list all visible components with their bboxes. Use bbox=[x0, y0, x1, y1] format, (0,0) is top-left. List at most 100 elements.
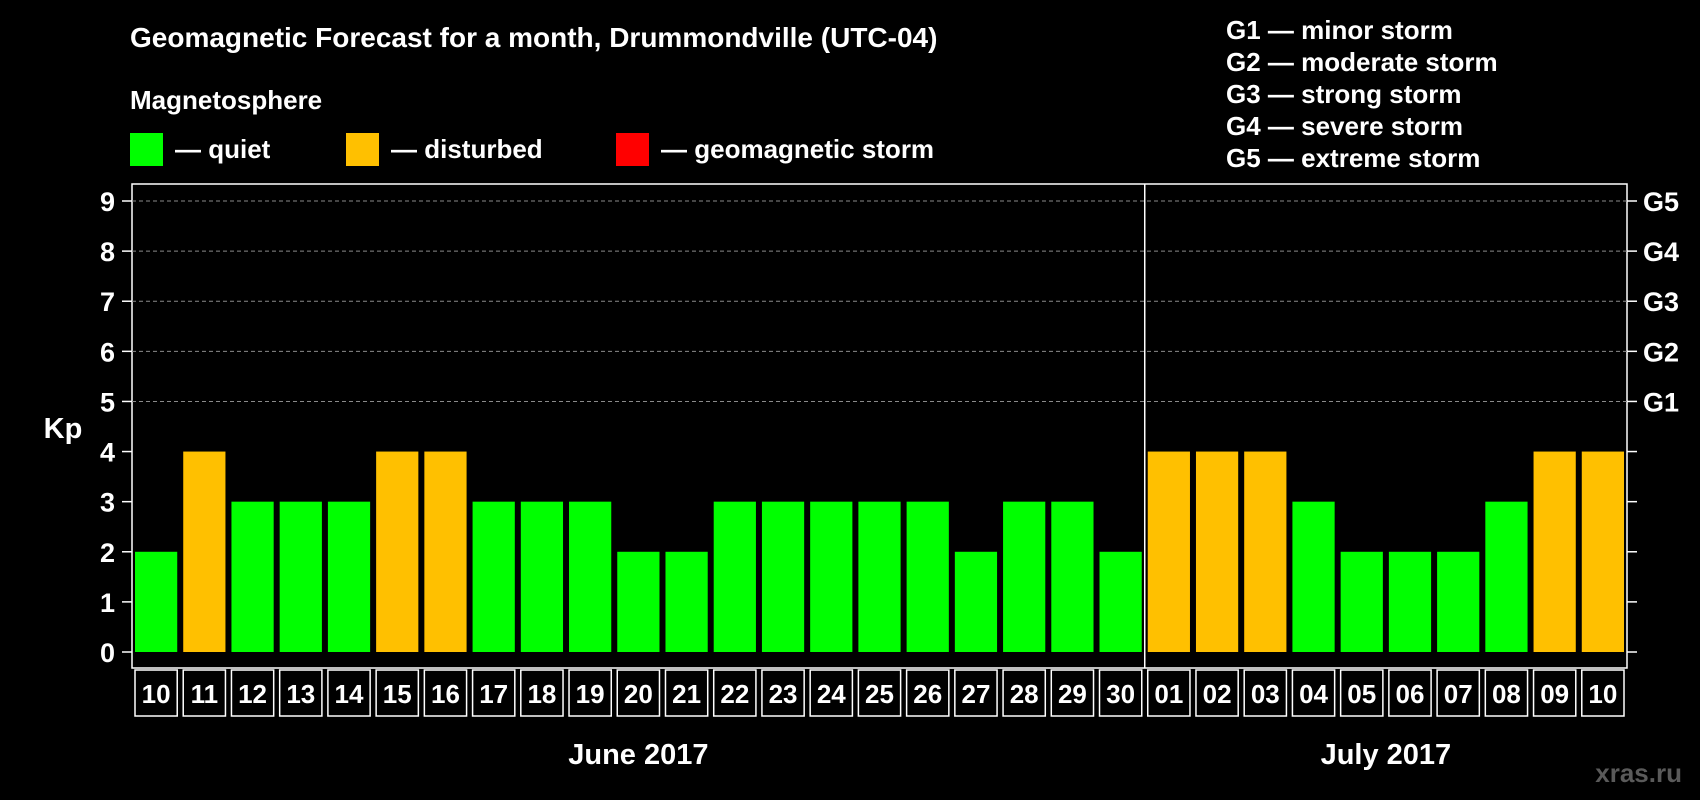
x-tick-label: 06 bbox=[1396, 679, 1425, 709]
x-tick-label: 10 bbox=[142, 679, 171, 709]
x-tick-label: 19 bbox=[576, 679, 605, 709]
date-box bbox=[1195, 669, 1239, 717]
x-tick-label: 23 bbox=[769, 679, 798, 709]
bar bbox=[1292, 501, 1335, 652]
bar bbox=[1388, 551, 1432, 652]
x-tick-label: 24 bbox=[817, 679, 846, 709]
x-tick-label: 27 bbox=[961, 679, 990, 709]
date-box bbox=[809, 669, 854, 717]
bar bbox=[617, 551, 660, 652]
date-box bbox=[664, 669, 709, 717]
y-tick-label: 8 bbox=[100, 237, 115, 267]
y-tick-label: 5 bbox=[100, 387, 115, 417]
storm-scale-g4: G4 — severe storm bbox=[1226, 111, 1464, 141]
bar bbox=[472, 501, 515, 652]
x-tick-label: 10 bbox=[1588, 679, 1617, 709]
date-box bbox=[1002, 669, 1047, 717]
date-box bbox=[1243, 669, 1288, 717]
x-tick-label: 20 bbox=[624, 679, 653, 709]
x-tick-label: 01 bbox=[1154, 679, 1183, 709]
date-box bbox=[520, 669, 564, 717]
bar bbox=[906, 501, 949, 652]
date-box bbox=[423, 669, 468, 717]
x-tick-label: 14 bbox=[335, 679, 364, 709]
x-tick-label: 03 bbox=[1251, 679, 1280, 709]
x-tick-label: 12 bbox=[238, 679, 267, 709]
storm-scale-g2: G2 — moderate storm bbox=[1226, 47, 1498, 77]
month-label: July 2017 bbox=[1321, 739, 1452, 771]
x-tick-label: 15 bbox=[383, 679, 412, 709]
x-tick-label: 17 bbox=[479, 679, 508, 709]
date-box bbox=[857, 669, 902, 717]
date-box bbox=[278, 669, 323, 717]
date-box bbox=[1581, 669, 1625, 717]
date-box bbox=[712, 669, 757, 717]
right-tick-label: G3 bbox=[1643, 287, 1679, 317]
right-tick-label: G1 bbox=[1643, 387, 1679, 417]
date-box bbox=[134, 669, 178, 717]
x-tick-label: 04 bbox=[1299, 679, 1328, 709]
bar bbox=[1051, 501, 1094, 652]
bar bbox=[569, 501, 612, 652]
date-box bbox=[616, 669, 661, 717]
x-tick-label: 29 bbox=[1058, 679, 1087, 709]
bar bbox=[183, 451, 226, 652]
bar bbox=[1099, 551, 1142, 652]
x-tick-label: 21 bbox=[672, 679, 701, 709]
legend-item-quiet: — quiet bbox=[130, 133, 270, 166]
storm-scale-g1: G1 — minor storm bbox=[1226, 15, 1453, 45]
y-tick-label: 3 bbox=[100, 488, 115, 518]
bar bbox=[1195, 451, 1239, 652]
date-box bbox=[1484, 669, 1529, 717]
y-axis-label: Kp bbox=[44, 413, 83, 445]
date-box bbox=[327, 669, 371, 717]
y-tick-label: 2 bbox=[100, 538, 115, 568]
x-tick-label: 05 bbox=[1347, 679, 1376, 709]
bar bbox=[1147, 451, 1190, 652]
bar bbox=[135, 551, 178, 652]
legend-swatch-quiet bbox=[130, 133, 163, 166]
date-box bbox=[1098, 669, 1143, 717]
chart-title: Geomagnetic Forecast for a month, Drummo… bbox=[130, 22, 938, 53]
month-label: June 2017 bbox=[568, 739, 708, 771]
bar bbox=[858, 501, 901, 652]
watermark: xras.ru bbox=[1595, 758, 1682, 788]
bar bbox=[1437, 551, 1480, 652]
date-box bbox=[375, 669, 420, 717]
date-box bbox=[1388, 669, 1432, 717]
date-box bbox=[1339, 669, 1384, 717]
storm-scale-g5: G5 — extreme storm bbox=[1226, 143, 1481, 173]
x-tick-label: 30 bbox=[1106, 679, 1135, 709]
x-tick-label: 18 bbox=[527, 679, 556, 709]
y-tick-label: 9 bbox=[100, 187, 115, 217]
date-box bbox=[1050, 669, 1095, 717]
date-box bbox=[182, 669, 227, 717]
x-tick-label: 28 bbox=[1010, 679, 1039, 709]
y-tick-label: 7 bbox=[100, 287, 115, 317]
bar bbox=[520, 501, 564, 652]
date-box bbox=[1291, 669, 1336, 717]
x-tick-label: 25 bbox=[865, 679, 894, 709]
date-box bbox=[1532, 669, 1577, 717]
bar bbox=[713, 501, 756, 652]
date-box bbox=[230, 669, 275, 717]
plot-frame bbox=[131, 183, 1628, 669]
bar bbox=[810, 501, 853, 652]
x-tick-label: 13 bbox=[286, 679, 315, 709]
bar bbox=[1003, 501, 1046, 652]
date-box bbox=[1146, 669, 1191, 717]
right-tick-label: G4 bbox=[1643, 237, 1679, 267]
x-tick-label: 09 bbox=[1540, 679, 1569, 709]
legend-swatch-storm bbox=[616, 133, 649, 166]
date-box bbox=[761, 669, 805, 717]
date-box bbox=[905, 669, 950, 717]
bar bbox=[424, 451, 467, 652]
y-tick-label: 6 bbox=[100, 337, 115, 367]
y-tick-label: 4 bbox=[100, 438, 115, 468]
y-tick-label: 1 bbox=[100, 588, 115, 618]
date-box bbox=[954, 669, 998, 717]
date-box bbox=[1436, 669, 1481, 717]
legend-label-disturbed: — disturbed bbox=[391, 134, 543, 164]
bar bbox=[761, 501, 805, 652]
